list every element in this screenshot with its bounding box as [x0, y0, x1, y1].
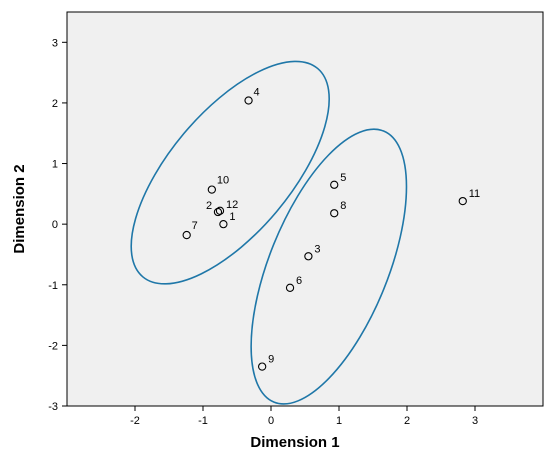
data-point-10: [207, 185, 216, 194]
y-tick-label: 0: [52, 219, 58, 231]
data-point-8: [330, 209, 339, 218]
point-label-8: 8: [340, 200, 346, 212]
y-axis-title: Dimension 2: [11, 164, 28, 253]
data-point-7: [182, 230, 191, 240]
point-label-12: 12: [226, 199, 238, 211]
y-tick-label: -1: [48, 280, 58, 292]
x-axis-title: Dimension 1: [250, 434, 339, 451]
data-point-5: [330, 180, 339, 189]
x-tick-label: 0: [268, 415, 274, 427]
point-label-6: 6: [296, 275, 302, 287]
y-tick-label: 2: [52, 98, 58, 110]
y-tick-label: 1: [52, 159, 58, 171]
point-label-9: 9: [268, 354, 274, 366]
data-point-2: [213, 207, 223, 217]
y-tick-label: 3: [52, 37, 58, 49]
x-tick-label: -1: [198, 415, 208, 427]
x-tick-label: -2: [130, 415, 140, 427]
x-tick-label: 3: [472, 415, 478, 427]
plot-area: [66, 11, 544, 407]
point-label-2: 2: [206, 200, 212, 212]
point-label-5: 5: [340, 172, 346, 184]
point-label-11: 11: [469, 188, 480, 200]
data-point-1: [219, 220, 228, 229]
cluster-ellipse-1: [130, 60, 330, 285]
point-label-3: 3: [314, 243, 320, 255]
cluster-ellipse-2: [250, 128, 408, 405]
data-point-3: [304, 252, 313, 261]
point-label-7: 7: [192, 220, 198, 232]
data-point-9: [258, 362, 267, 371]
data-point-4: [244, 96, 253, 105]
ellipses-layer: [130, 60, 408, 405]
x-tick-label: 1: [336, 415, 342, 427]
point-label-4: 4: [254, 86, 260, 98]
data-point-11: [458, 196, 467, 206]
y-tick-label: -3: [48, 401, 58, 413]
y-tick-label: -2: [48, 340, 58, 352]
data-point-12: [215, 206, 225, 215]
point-label-1: 1: [229, 211, 235, 223]
x-tick-label: 2: [404, 415, 410, 427]
data-point-6: [285, 283, 295, 292]
point-label-10: 10: [217, 175, 229, 187]
